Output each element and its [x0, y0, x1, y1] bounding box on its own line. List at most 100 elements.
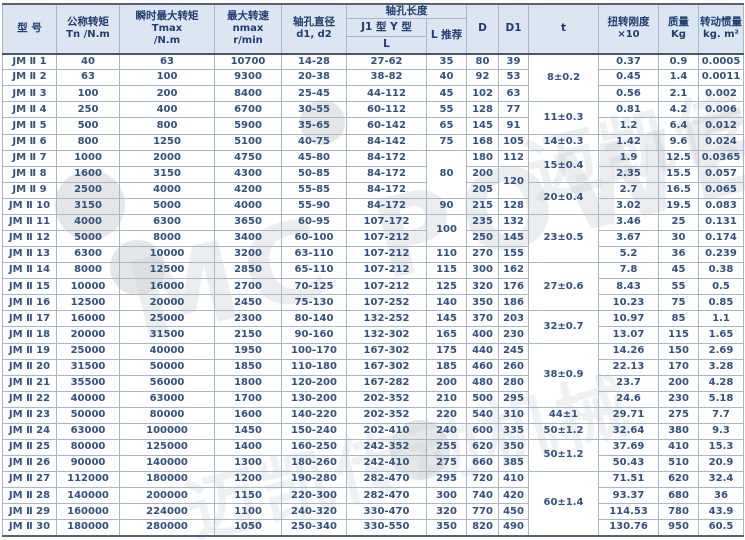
table-cell: 167-302 — [346, 358, 427, 376]
table-cell: 2.1 — [658, 85, 699, 103]
table-cell: 32.64 — [598, 422, 659, 441]
table-cell: 35500 — [56, 374, 120, 392]
table-cell: 0.0005 — [698, 53, 744, 71]
table-cell: 0.85 — [698, 294, 744, 312]
table-row: JM Ⅱ 30 180000 280000 1050 250-340 330-550 350… — [2, 519, 744, 537]
table-cell: 4000 — [119, 181, 215, 199]
table-cell: 820 — [466, 519, 499, 537]
table-cell: 70-125 — [281, 278, 347, 296]
table-row: JM Ⅱ 26 90000 140000 1300 180-260 242-410 275 6… — [2, 455, 744, 473]
table-cell: 90000 — [56, 455, 120, 473]
table-cell: 22.13 — [598, 358, 659, 376]
table-cell: 0.37 — [598, 53, 659, 71]
table-cell: 950 — [658, 519, 699, 537]
table-row: JM Ⅱ 6 800 1250 5100 40-75 84-142 75 168 105 14±0… — [2, 133, 744, 151]
table-cell: 40 — [56, 53, 120, 71]
table-cell: 31500 — [56, 358, 120, 376]
table-cell: JM Ⅱ 10 — [2, 197, 57, 215]
table-row: JM Ⅱ 24 63000 100000 1450 150-240 202-410 240 6… — [2, 422, 744, 441]
table-cell: 63000 — [56, 422, 120, 441]
table-cell: 3.02 — [598, 197, 659, 215]
table-cell: 200000 — [119, 487, 215, 505]
table-cell: 36 — [698, 487, 744, 505]
table-cell: 620 — [466, 438, 499, 457]
table-cell: 4.28 — [698, 374, 744, 392]
table-cell: 45 — [658, 262, 699, 280]
header-d1: D1 — [498, 3, 529, 55]
table-cell: 16000 — [119, 278, 215, 296]
table-cell: 5000 — [56, 229, 120, 248]
table-cell: 9.6 — [658, 133, 699, 151]
table-cell: 50±1.2 — [528, 422, 599, 441]
table-cell: JM Ⅱ 18 — [2, 326, 57, 344]
table-cell: JM Ⅱ 13 — [2, 246, 57, 264]
table-row: JM Ⅱ 3 100 200 8400 25-45 44-112 45 102 63 0.56 2.… — [2, 85, 744, 103]
table-cell: 80 — [426, 149, 467, 199]
table-cell: 20000 — [119, 294, 215, 312]
table-cell: JM Ⅱ 5 — [2, 117, 57, 135]
table-cell: 295 — [426, 471, 467, 489]
table-cell: JM Ⅱ 25 — [2, 438, 57, 457]
table-cell: 0.81 — [598, 101, 659, 119]
table-cell: 60-142 — [346, 117, 427, 135]
header-mass-cn: 质量 — [668, 16, 689, 28]
table-row: JM Ⅱ 8 1600 3150 4300 50-85 84-172 200 120 2.35 1… — [2, 165, 744, 199]
table-cell: 63 — [56, 69, 120, 87]
table-cell: 60±1.4 — [528, 471, 599, 537]
table-row: JM Ⅱ 4 250 400 6700 30-55 60-112 55 128 77 11±0.3… — [2, 101, 744, 135]
header-inertia-unit: kg. m² — [703, 29, 739, 41]
table-cell: JM Ⅱ 30 — [2, 519, 57, 537]
table-cell: 3650 — [214, 213, 282, 231]
table-cell: 202-352 — [346, 406, 427, 424]
table-cell: 130.76 — [598, 519, 659, 537]
table-cell: 330-550 — [346, 519, 427, 537]
table-cell: 2.7 — [598, 181, 659, 199]
table-cell: 132 — [498, 213, 529, 231]
table-cell: 63000 — [119, 390, 215, 408]
table-cell: 0.56 — [598, 85, 659, 103]
table-cell: 107-212 — [346, 246, 427, 264]
table-cell: 100 — [119, 69, 215, 87]
table-cell: 1300 — [214, 455, 282, 473]
table-cell: 10.97 — [598, 310, 659, 328]
table-cell: 55-90 — [281, 197, 347, 215]
table-cell: JM Ⅱ 19 — [2, 342, 57, 360]
table-cell: 12.5 — [658, 149, 699, 167]
table-cell: 0.5 — [698, 278, 744, 296]
table-cell: 2300 — [214, 310, 282, 328]
table-cell: 480 — [466, 374, 499, 392]
table-cell: 1600 — [56, 165, 120, 183]
table-cell: 50±1.2 — [528, 438, 599, 473]
table-cell: 12500 — [119, 262, 215, 280]
table-cell: 2500 — [56, 181, 120, 199]
table-cell: 35 — [426, 53, 467, 71]
table-cell: 224000 — [119, 503, 215, 521]
table-cell: 0.006 — [698, 101, 744, 119]
table-cell: 110-180 — [281, 358, 347, 376]
table-cell: 60-95 — [281, 213, 347, 231]
header-inertia: 转动惯量 kg. m² — [698, 3, 744, 55]
table-cell: 16000 — [56, 310, 120, 328]
table-cell: 2000 — [119, 149, 215, 167]
header-max-speed-sym: nmax — [232, 22, 264, 34]
table-cell: 63 — [119, 53, 215, 71]
table-cell: 8.43 — [598, 278, 659, 296]
table-cell: 0.057 — [698, 165, 744, 183]
table-cell: 44±1 — [528, 406, 599, 424]
table-cell: 4000 — [214, 197, 282, 215]
table-cell: 660 — [466, 455, 499, 473]
header-max-speed: 最大转速 nmax r/min — [214, 3, 282, 55]
table-cell: 25000 — [119, 310, 215, 328]
header-model: 型 号 — [2, 3, 57, 55]
table-cell: 140000 — [119, 455, 215, 473]
table-cell: JM Ⅱ 24 — [2, 422, 57, 441]
table-cell: 540 — [466, 406, 499, 424]
table-cell: 112000 — [56, 471, 120, 489]
table-row: JM Ⅱ 27 112000 180000 1200 190-280 282-470 295… — [2, 471, 744, 537]
table-cell: 1.1 — [698, 310, 744, 328]
table-cell: 60-112 — [346, 101, 427, 119]
table-cell: 107-252 — [346, 294, 427, 312]
table-cell: 39 — [498, 53, 529, 71]
table-body: JM Ⅱ 1 40 63 10700 14-28 27-62 35 80 39 8±0.2 0.37… — [2, 53, 744, 537]
table-cell: 65 — [426, 117, 467, 135]
